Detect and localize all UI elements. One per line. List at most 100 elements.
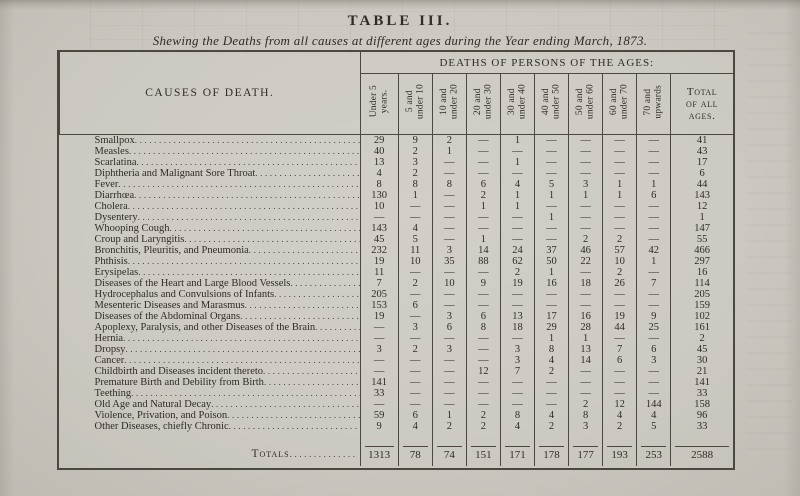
ages-group-header: DEATHS OF PERSONS OF THE AGES: — [359, 52, 733, 74]
value-cell: 6 — [670, 168, 733, 179]
total-value: 171 — [509, 449, 526, 461]
leader-dots — [135, 135, 360, 146]
value-cell: — — [499, 289, 535, 300]
cause-label: Whooping Cough — [94, 223, 170, 234]
age-col-10-20: 10 and under 20 — [431, 73, 467, 135]
value-cell: 17 — [533, 311, 569, 322]
cause-label: Apoplexy, Paralysis, and other Diseases … — [94, 322, 316, 333]
value-cell: 6 — [431, 322, 467, 333]
value-cell: — — [636, 234, 671, 245]
leader-dots — [128, 201, 360, 212]
value-cell: 1 — [568, 333, 603, 344]
value-cell: 1 — [431, 410, 467, 421]
value-cell: — — [397, 399, 433, 410]
value-cell: — — [431, 377, 467, 388]
leader-dots — [125, 344, 359, 355]
value-cell: 2 — [568, 234, 603, 245]
value-cell: 3 — [499, 355, 535, 366]
value-cell: 1 — [499, 157, 535, 168]
cause-cell: Cancer — [60, 355, 361, 366]
value-cell: 3 — [431, 344, 467, 355]
total-value-cell: 2588 — [670, 432, 733, 466]
table-row: Diphtheria and Malignant Sore Throat42——… — [60, 168, 733, 179]
value-cell: — — [636, 134, 671, 146]
value-cell: — — [499, 300, 535, 311]
table-row: Premature Birth and Debility from Birth 1… — [60, 377, 733, 388]
sum-rule — [607, 446, 633, 447]
value-cell: 2 — [397, 168, 433, 179]
age-col-label: 60 and under 70 — [609, 83, 630, 120]
cause-cell: Dropsy — [60, 344, 361, 355]
cause-cell: Mesenteric Diseases and Marasmus — [60, 300, 361, 311]
cause-label: Measles — [94, 146, 129, 157]
value-cell: — — [533, 146, 569, 157]
value-cell: — — [533, 399, 569, 410]
value-cell: 2 — [602, 421, 637, 432]
value-cell: 3 — [431, 311, 467, 322]
value-cell: 10 — [431, 278, 467, 289]
value-cell: 1 — [533, 267, 569, 278]
value-cell: 19 — [359, 256, 399, 267]
cause-label: Smallpox — [94, 135, 135, 146]
cause-cell: Cholera — [60, 201, 361, 212]
value-cell: 8 — [499, 410, 535, 421]
value-cell: 2 — [397, 344, 433, 355]
cause-label: Teething — [94, 388, 132, 399]
value-cell: 143 — [670, 190, 733, 201]
table-body: Smallpox2992—1————41Measles4021——————43S… — [60, 134, 733, 466]
value-cell: — — [465, 157, 501, 168]
value-cell: 42 — [636, 245, 671, 256]
value-cell: 1 — [397, 190, 433, 201]
value-cell: — — [359, 333, 399, 344]
value-cell: 1 — [602, 190, 637, 201]
table-row: Croup and Laryngitis455—1——22—55 — [60, 234, 733, 245]
cause-cell: Hydrocephalus and Convulsions of Infants — [60, 289, 361, 300]
sum-rule — [364, 446, 394, 447]
cause-label: Mesenteric Diseases and Marasmus — [94, 300, 245, 311]
value-cell: 2 — [602, 234, 637, 245]
value-cell: 45 — [359, 234, 399, 245]
value-cell: — — [602, 212, 637, 223]
value-cell: 1 — [465, 201, 501, 212]
value-cell: — — [397, 388, 433, 399]
value-cell: 297 — [670, 256, 733, 267]
value-cell: — — [465, 300, 501, 311]
value-cell: — — [568, 377, 603, 388]
total-value-cell: 151 — [465, 432, 501, 466]
value-cell: 21 — [670, 366, 733, 377]
value-cell: — — [359, 355, 399, 366]
value-cell: — — [533, 168, 569, 179]
value-cell: 19 — [602, 311, 637, 322]
cause-label: Diphtheria and Malignant Sore Throat — [94, 168, 256, 179]
cause-cell: Scarlatina — [60, 157, 361, 168]
header-row-ages: Under 5 years. 5 and under 10 10 and und… — [60, 73, 733, 135]
age-col-5-10: 5 and under 10 — [397, 73, 433, 135]
total-value: 193 — [611, 449, 628, 461]
value-cell: — — [602, 366, 637, 377]
cause-cell: Erysipelas — [60, 267, 361, 278]
value-cell: 3 — [568, 179, 603, 190]
age-col-30-40: 30 and under 40 — [499, 73, 535, 135]
value-cell: 147 — [670, 223, 733, 234]
value-cell: 2 — [499, 267, 535, 278]
value-cell: 16 — [568, 311, 603, 322]
cause-label: Scarlatina — [94, 157, 137, 168]
value-cell: 10 — [359, 201, 399, 212]
value-cell: 41 — [670, 134, 733, 146]
value-cell: 2 — [465, 421, 501, 432]
value-cell: — — [636, 289, 671, 300]
leader-dots — [249, 245, 360, 256]
cause-cell: Dysentery — [60, 212, 361, 223]
value-cell: 466 — [670, 245, 733, 256]
value-cell: — — [465, 134, 501, 146]
value-cell: 22 — [568, 256, 603, 267]
cause-cell: Diseases of the Heart and Large Blood Ve… — [60, 278, 361, 289]
leader-dots — [138, 212, 360, 223]
cause-cell: Other Diseases, chiefly Chronic — [60, 421, 361, 432]
sum-rule — [675, 446, 729, 447]
leader-dots — [184, 234, 359, 245]
value-cell: — — [465, 399, 501, 410]
value-cell: 88 — [465, 256, 501, 267]
